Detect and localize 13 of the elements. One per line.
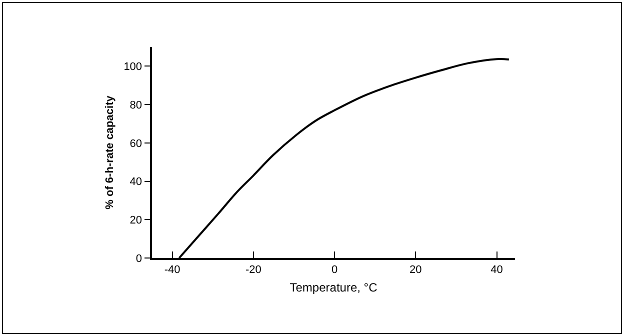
y-tick-label: 20 <box>130 214 142 226</box>
y-tick-label: 100 <box>124 61 142 74</box>
x-axis-title: Temperature, °C <box>290 280 378 294</box>
x-tick-label: -20 <box>245 264 262 276</box>
x-tick-label: 40 <box>490 264 503 276</box>
x-tick-label: -40 <box>164 264 180 276</box>
x-tick-label: 20 <box>410 264 422 276</box>
x-tick-label: 0 <box>331 264 338 276</box>
y-tick-label: 60 <box>130 138 142 150</box>
y-tick-label: 40 <box>130 176 142 188</box>
y-tick-label: 80 <box>130 99 142 112</box>
y-tick-label: 0 <box>136 252 142 265</box>
y-axis-title: % of 6-h-rate capacity <box>104 94 116 210</box>
